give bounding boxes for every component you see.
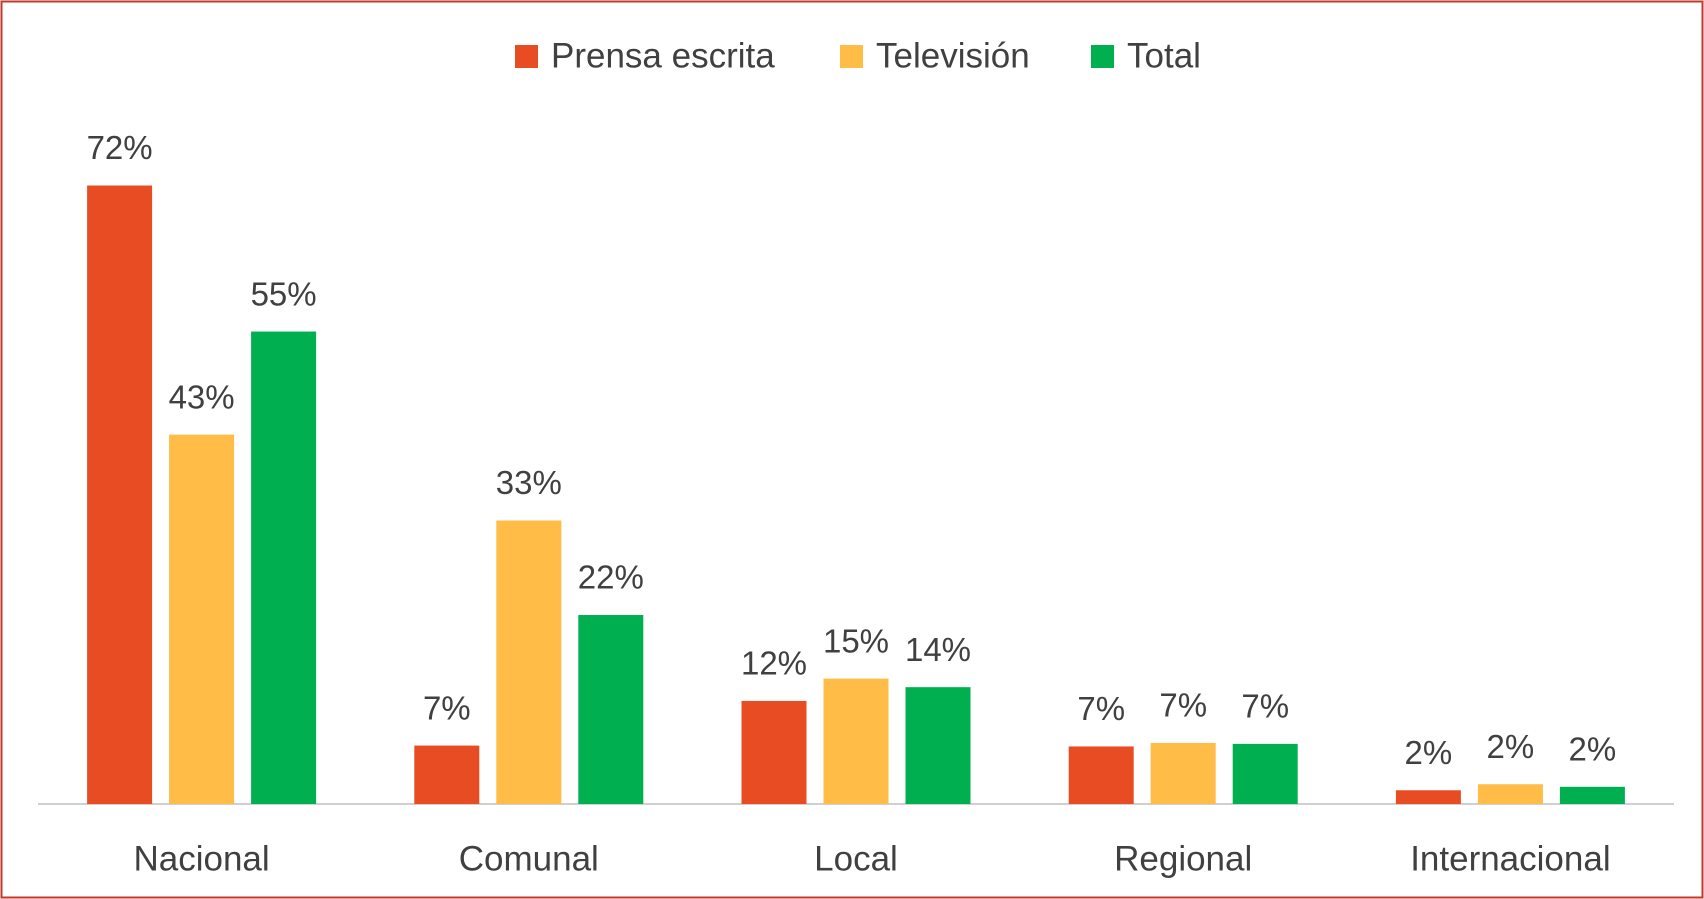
x-tick-label: Nacional xyxy=(133,839,269,878)
bar xyxy=(1395,790,1461,804)
data-label: 2% xyxy=(1487,728,1535,765)
legend-label: Total xyxy=(1127,36,1201,75)
data-label: 72% xyxy=(87,129,153,166)
legend-label: Televisión xyxy=(876,36,1030,75)
legend-swatch xyxy=(1091,45,1114,68)
x-tick-label: Local xyxy=(814,839,898,878)
bar xyxy=(578,615,644,804)
legend-swatch xyxy=(515,45,538,68)
data-label: 14% xyxy=(905,631,971,668)
data-label: 12% xyxy=(741,645,807,682)
bar xyxy=(1232,743,1298,804)
bar xyxy=(251,331,317,804)
data-label: 7% xyxy=(1159,687,1207,724)
bar xyxy=(1559,786,1625,804)
data-label: 55% xyxy=(251,275,317,312)
data-label: 33% xyxy=(496,464,562,501)
data-label: 15% xyxy=(823,622,889,659)
bar xyxy=(87,185,153,804)
legend-label: Prensa escrita xyxy=(551,36,775,75)
bar xyxy=(169,434,235,804)
data-label: 2% xyxy=(1405,734,1453,771)
bar xyxy=(823,678,889,804)
legend-swatch xyxy=(840,45,863,68)
bar xyxy=(905,687,971,804)
data-label: 7% xyxy=(1077,690,1125,727)
bar xyxy=(1477,784,1543,804)
bar xyxy=(741,700,807,804)
bar xyxy=(1150,743,1216,804)
data-label: 7% xyxy=(423,689,471,726)
data-label: 22% xyxy=(578,559,644,596)
data-label: 2% xyxy=(1569,731,1617,768)
bar xyxy=(414,745,480,804)
x-tick-label: Internacional xyxy=(1410,839,1610,878)
data-label: 43% xyxy=(169,378,235,415)
bar xyxy=(1068,746,1134,804)
x-tick-label: Comunal xyxy=(459,839,599,878)
x-tick-label: Regional xyxy=(1114,839,1252,878)
bar xyxy=(496,520,562,804)
data-label: 7% xyxy=(1241,688,1289,725)
